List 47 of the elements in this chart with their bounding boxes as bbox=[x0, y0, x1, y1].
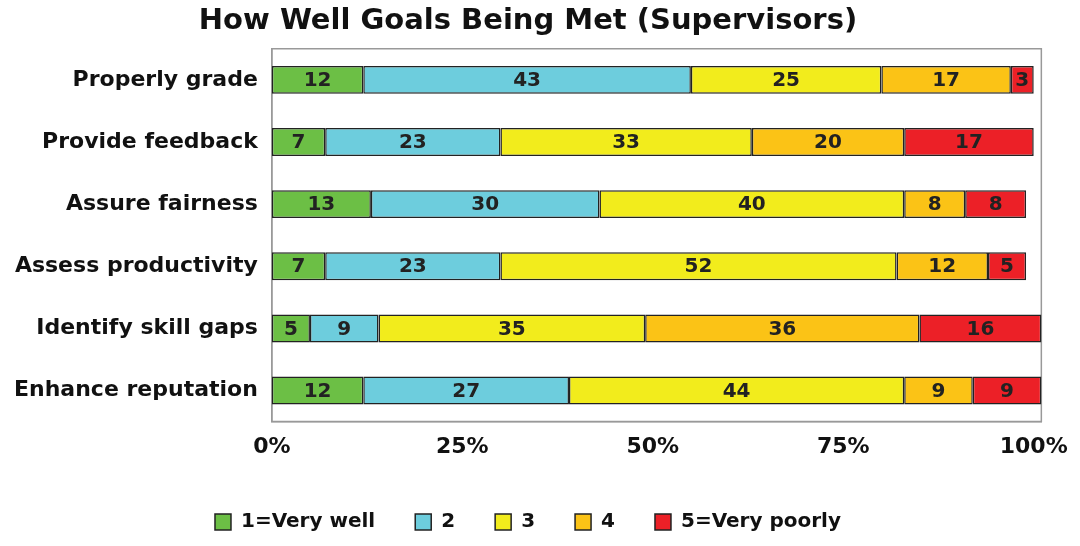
data-label: 35 bbox=[497, 315, 526, 340]
data-label: 44 bbox=[722, 377, 751, 402]
legend-label: 4 bbox=[601, 508, 615, 533]
legend-label: 1=Very well bbox=[240, 508, 376, 533]
legend-label: 3 bbox=[521, 508, 536, 533]
data-label: 12 bbox=[303, 377, 332, 402]
data-label: 40 bbox=[737, 191, 766, 216]
data-label: 52 bbox=[684, 253, 713, 278]
x-tick-label: 50% bbox=[626, 432, 680, 458]
data-label: 9 bbox=[337, 315, 352, 340]
data-label: 3 bbox=[1015, 67, 1030, 92]
y-tick-label: Assure fairness bbox=[65, 189, 258, 215]
y-tick-label: Enhance reputation bbox=[14, 376, 258, 402]
data-label: 25 bbox=[772, 67, 801, 92]
data-label: 27 bbox=[452, 377, 481, 402]
legend-label: 5=Very poorly bbox=[680, 508, 842, 533]
data-label: 17 bbox=[932, 67, 961, 92]
data-label: 17 bbox=[955, 129, 983, 154]
x-tick-label: 25% bbox=[435, 432, 489, 458]
data-label: 12 bbox=[928, 253, 957, 278]
chart-title: How Well Goals Being Met (Supervisors) bbox=[198, 1, 858, 36]
data-label: 9 bbox=[1000, 377, 1015, 402]
data-label: 16 bbox=[966, 315, 995, 340]
y-tick-label: Identify skill gaps bbox=[36, 314, 258, 340]
data-label: 30 bbox=[471, 191, 500, 216]
x-tick-label: 100% bbox=[999, 432, 1068, 458]
data-label: 13 bbox=[307, 191, 336, 216]
x-tick-label: 0% bbox=[253, 432, 291, 458]
data-label: 5 bbox=[283, 315, 298, 340]
y-tick-label: Properly grade bbox=[72, 65, 258, 91]
data-label: 8 bbox=[988, 191, 1003, 216]
data-label: 7 bbox=[291, 129, 306, 154]
legend-label: 2 bbox=[441, 508, 456, 533]
data-label: 8 bbox=[927, 191, 942, 216]
y-tick-label: Provide feedback bbox=[42, 127, 260, 153]
data-label: 36 bbox=[768, 315, 797, 340]
data-label: 5 bbox=[1000, 253, 1015, 278]
x-tick-label: 75% bbox=[816, 432, 870, 458]
data-label: 9 bbox=[931, 377, 946, 402]
data-label: 23 bbox=[398, 129, 427, 154]
y-tick-label: Assess productivity bbox=[14, 251, 258, 277]
data-label: 20 bbox=[814, 129, 842, 154]
data-label: 33 bbox=[612, 129, 641, 154]
data-label: 7 bbox=[291, 253, 306, 278]
data-label: 43 bbox=[513, 67, 541, 92]
data-label: 23 bbox=[398, 253, 427, 278]
data-label: 12 bbox=[303, 67, 332, 92]
